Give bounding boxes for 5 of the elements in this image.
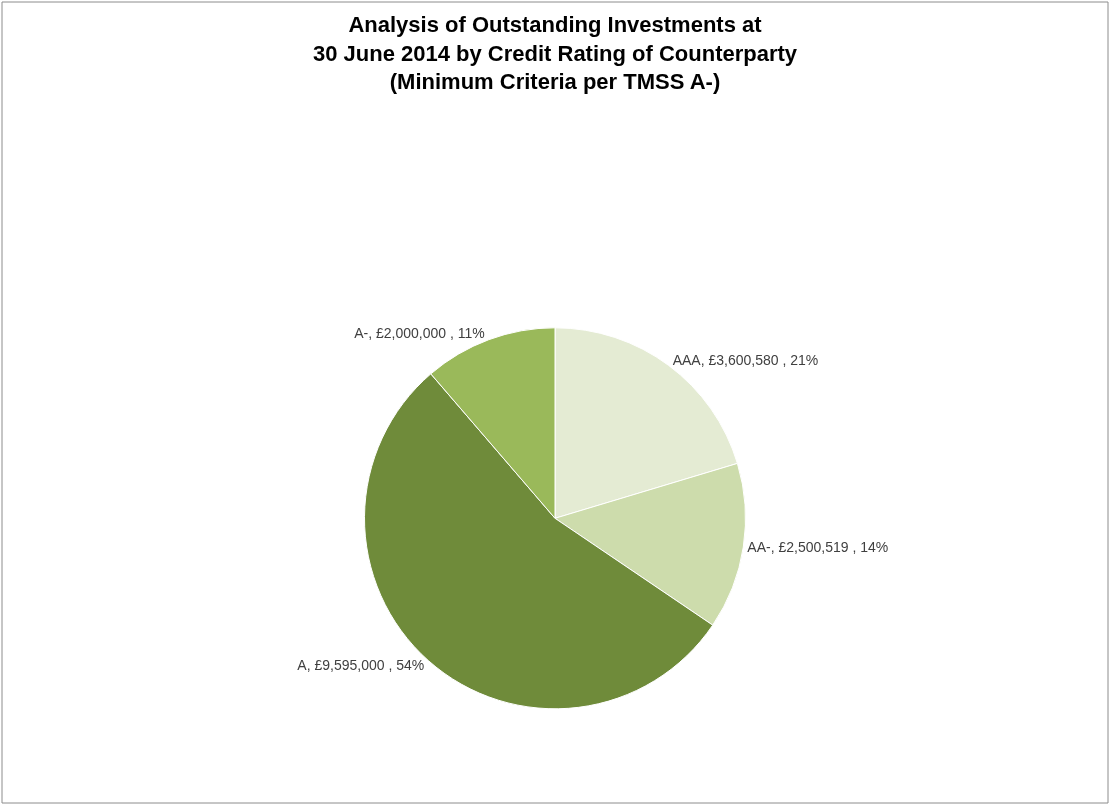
slice-label: AA-, £2,500,519 , 14% — [747, 539, 889, 556]
slice-label: AAA, £3,600,580 , 21% — [672, 352, 819, 369]
chart-title: Analysis of Outstanding Investments at 30 June 2014 by Credit Rating of Counterparty (Minimum Criteria per TMSS A-) — [312, 12, 798, 95]
slice-label: A, £9,595,000 , 54% — [297, 656, 425, 673]
slice-label: A-, £2,000,000 , 11% — [354, 324, 485, 341]
